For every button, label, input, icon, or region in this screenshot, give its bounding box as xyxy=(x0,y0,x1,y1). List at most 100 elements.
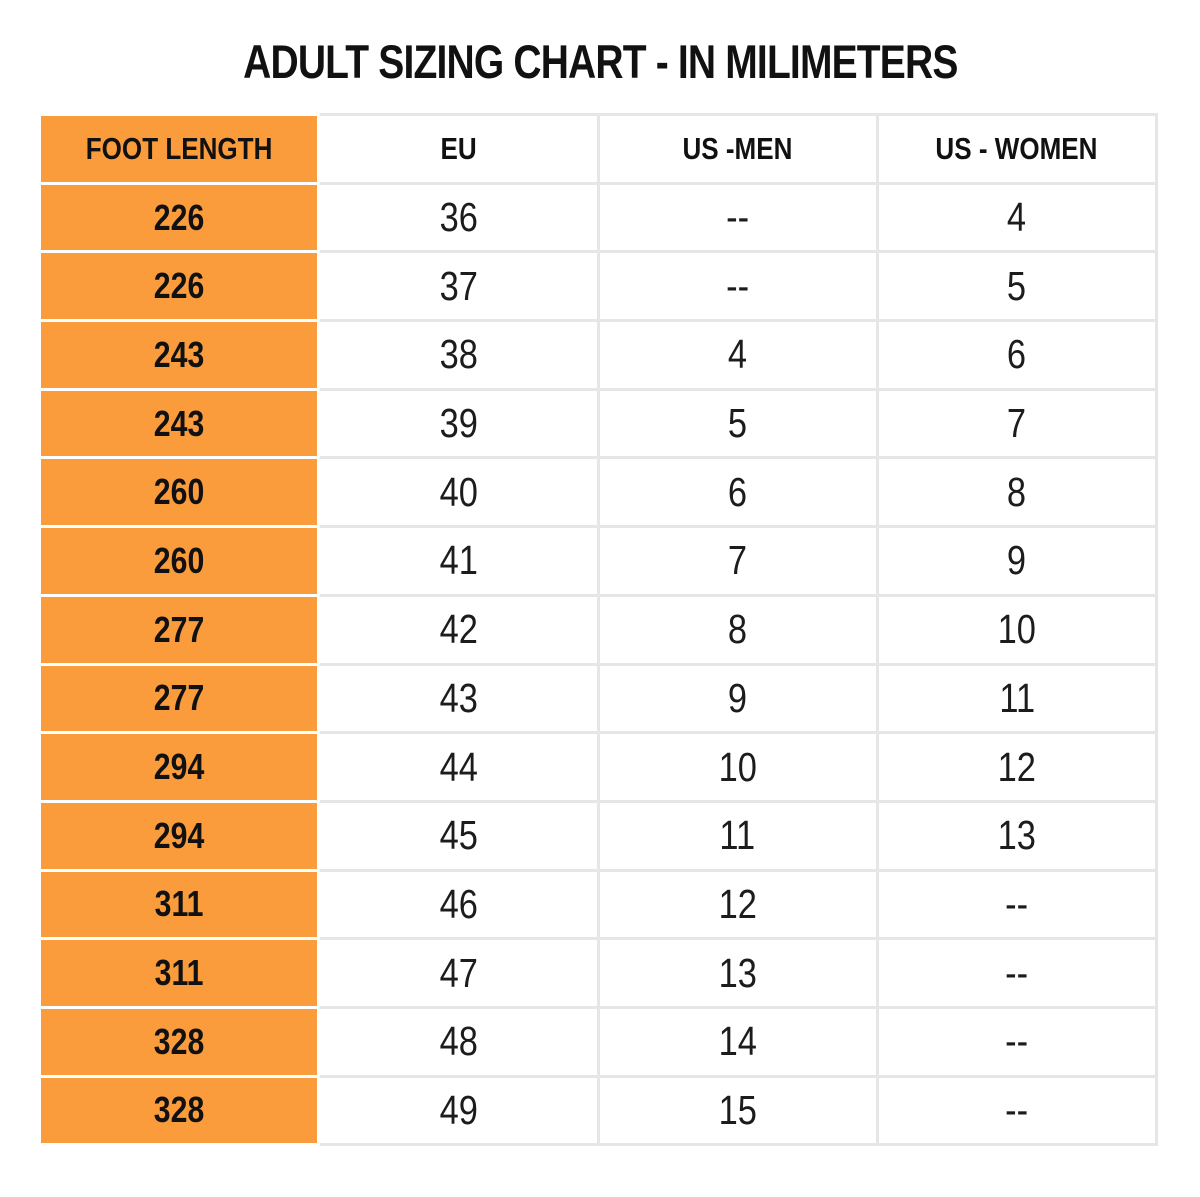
table-row: 277 43 9 11 xyxy=(37,662,1159,735)
eu-cell: 48 xyxy=(317,1005,600,1078)
us-women-cell: 13 xyxy=(875,799,1159,872)
eu-cell: 44 xyxy=(317,731,600,803)
cell-value: 311 xyxy=(154,952,204,994)
header-row: FOOT LENGTH EU US -MEN US - WOMEN xyxy=(37,113,1159,185)
table-row: 260 41 7 9 xyxy=(37,525,1159,597)
us-women-cell: 9 xyxy=(875,525,1159,597)
cell-value: 243 xyxy=(153,402,205,444)
cell-value: 46 xyxy=(439,880,478,927)
cell-value: 4 xyxy=(728,331,748,378)
table-body: 226 36 -- 4 226 37 -- 5 243 38 4 6 243 39 5 7 260 40 6 8 260… xyxy=(37,181,1159,1147)
foot-length-cell: 311 xyxy=(37,868,321,941)
page-title: ADULT SIZING CHART - IN MILIMETERS xyxy=(0,34,1200,89)
header-us-women: US - WOMEN xyxy=(875,113,1159,185)
table-row: 328 48 14 -- xyxy=(37,1005,1159,1078)
cell-value: 44 xyxy=(439,743,478,790)
foot-length-cell: 243 xyxy=(37,319,321,391)
sizing-table: FOOT LENGTH EU US -MEN US - WOMEN 226 36 -… xyxy=(37,113,1159,1147)
cell-value: 277 xyxy=(153,677,205,719)
us-women-cell: 5 xyxy=(875,250,1159,323)
cell-value: 4 xyxy=(1007,194,1027,241)
us-men-cell: 5 xyxy=(596,387,879,460)
us-men-cell: 13 xyxy=(596,937,879,1009)
page-title-text: ADULT SIZING CHART - IN MILIMETERS xyxy=(242,35,958,88)
table-row: 226 36 -- 4 xyxy=(37,181,1159,254)
cell-value: -- xyxy=(1005,1018,1029,1065)
cell-value: 38 xyxy=(439,331,478,378)
eu-cell: 41 xyxy=(317,525,600,597)
cell-value: -- xyxy=(1005,880,1029,927)
cell-value: 260 xyxy=(153,471,205,513)
table-row: 294 45 11 13 xyxy=(37,799,1159,872)
eu-cell: 40 xyxy=(317,456,600,529)
us-men-cell: -- xyxy=(596,250,879,323)
table-row: 328 49 15 -- xyxy=(37,1074,1159,1147)
cell-value: 12 xyxy=(718,880,757,927)
table-row: 260 40 6 8 xyxy=(37,456,1159,529)
eu-cell: 37 xyxy=(317,250,600,323)
cell-value: 328 xyxy=(153,1020,205,1062)
cell-value: 226 xyxy=(153,196,205,238)
cell-value: 8 xyxy=(1007,468,1027,515)
cell-value: 8 xyxy=(728,606,748,653)
cell-value: 7 xyxy=(1007,400,1027,447)
cell-value: 40 xyxy=(439,468,478,515)
eu-cell: 45 xyxy=(317,799,600,872)
header-eu: EU xyxy=(317,113,600,185)
cell-value: 42 xyxy=(439,606,478,653)
cell-value: 14 xyxy=(718,1018,757,1065)
foot-length-cell: 328 xyxy=(37,1074,321,1147)
cell-value: -- xyxy=(726,262,750,309)
cell-value: -- xyxy=(726,194,750,241)
us-men-cell: -- xyxy=(596,181,879,254)
foot-length-cell: 226 xyxy=(37,181,321,254)
cell-value: 11 xyxy=(998,674,1035,721)
cell-value: 311 xyxy=(154,883,204,925)
foot-length-cell: 260 xyxy=(37,525,321,597)
cell-value: 49 xyxy=(439,1086,478,1133)
cell-value: 39 xyxy=(439,400,478,447)
us-men-cell: 7 xyxy=(596,525,879,597)
cell-value: -- xyxy=(1005,949,1029,996)
us-women-cell: 6 xyxy=(875,319,1159,391)
header-eu-label: EU xyxy=(440,130,477,166)
header-us-men: US -MEN xyxy=(596,113,879,185)
cell-value: 48 xyxy=(439,1018,478,1065)
eu-cell: 47 xyxy=(317,937,600,1009)
foot-length-cell: 277 xyxy=(37,593,321,666)
cell-value: 7 xyxy=(728,537,748,584)
table-row: 277 42 8 10 xyxy=(37,593,1159,666)
cell-value: 277 xyxy=(153,608,205,650)
cell-value: 13 xyxy=(718,949,757,996)
header-foot-length: FOOT LENGTH xyxy=(37,113,321,185)
table-row: 294 44 10 12 xyxy=(37,731,1159,803)
cell-value: 36 xyxy=(439,194,478,241)
us-men-cell: 4 xyxy=(596,319,879,391)
us-women-cell: 8 xyxy=(875,456,1159,529)
us-women-cell: -- xyxy=(875,1005,1159,1078)
foot-length-cell: 243 xyxy=(37,387,321,460)
eu-cell: 42 xyxy=(317,593,600,666)
cell-value: 9 xyxy=(728,674,748,721)
cell-value: 5 xyxy=(728,400,748,447)
header-foot-length-label: FOOT LENGTH xyxy=(85,130,273,166)
us-women-cell: -- xyxy=(875,937,1159,1009)
us-men-cell: 14 xyxy=(596,1005,879,1078)
us-women-cell: 10 xyxy=(875,593,1159,666)
cell-value: 226 xyxy=(153,265,205,307)
cell-value: -- xyxy=(1005,1086,1029,1133)
cell-value: 37 xyxy=(439,262,478,309)
eu-cell: 49 xyxy=(317,1074,600,1147)
foot-length-cell: 226 xyxy=(37,250,321,323)
cell-value: 41 xyxy=(439,537,478,584)
us-men-cell: 15 xyxy=(596,1074,879,1147)
cell-value: 13 xyxy=(997,812,1037,859)
us-men-cell: 12 xyxy=(596,868,879,941)
eu-cell: 39 xyxy=(317,387,600,460)
cell-value: 12 xyxy=(997,743,1037,790)
foot-length-cell: 294 xyxy=(37,731,321,803)
us-men-cell: 11 xyxy=(596,799,879,872)
table-row: 226 37 -- 5 xyxy=(37,250,1159,323)
eu-cell: 43 xyxy=(317,662,600,735)
